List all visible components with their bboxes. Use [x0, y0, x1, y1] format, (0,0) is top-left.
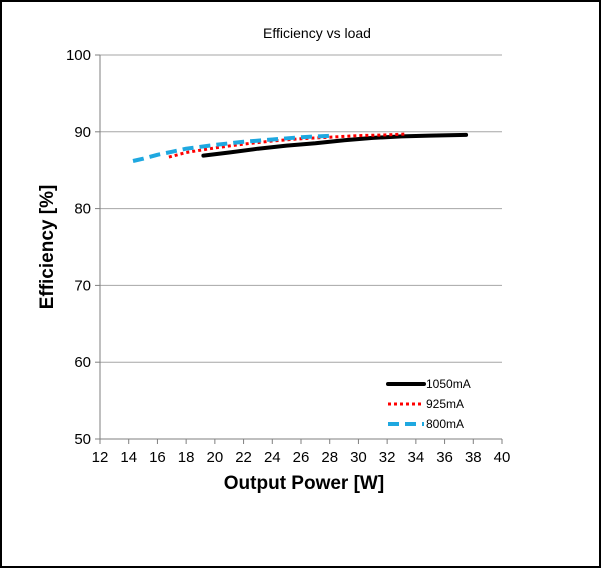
series-lines [132, 132, 469, 163]
y-tick-label: 90 [74, 124, 91, 141]
y-tick-labels: 50 60 70 80 90 100 [66, 47, 100, 448]
series-line-925mA [168, 132, 405, 159]
plot-area [100, 55, 502, 439]
x-tick-label: 14 [120, 449, 137, 466]
x-tick-label: 12 [92, 449, 109, 466]
x-tick-label: 34 [408, 449, 425, 466]
x-tick-label: 28 [321, 449, 338, 466]
x-tick-label: 38 [465, 449, 482, 466]
x-tick-label: 40 [494, 449, 511, 466]
y-tick-label: 50 [74, 431, 91, 448]
x-tick-label: 16 [149, 449, 166, 466]
legend-label: 925mA [426, 397, 464, 411]
x-tick-label: 24 [264, 449, 281, 466]
series-line-1050mA [201, 132, 469, 158]
legend-label: 1050mA [426, 377, 471, 391]
x-tick-label: 32 [379, 449, 396, 466]
x-tick-label: 26 [293, 449, 310, 466]
x-tick-labels: 12 14 16 18 20 22 24 26 28 30 32 34 36 38 40 [92, 439, 511, 466]
x-tick-label: 20 [207, 449, 224, 466]
x-tick-label: 18 [178, 449, 195, 466]
y-tick-label: 100 [66, 47, 91, 64]
x-tick-label: 22 [235, 449, 252, 466]
legend: 1050mA 925mA 800mA [386, 377, 471, 431]
y-tick-label: 60 [74, 354, 91, 371]
y-tick-label: 70 [74, 277, 91, 294]
x-axis-title: Output Power [W] [224, 473, 384, 494]
y-axis-title: Efficiency [%] [37, 185, 58, 310]
series-line-800mA [132, 133, 335, 163]
x-tick-label: 36 [436, 449, 453, 466]
legend-label: 800mA [426, 417, 464, 431]
y-tick-label: 80 [74, 201, 91, 218]
chart-title: Efficiency vs load [263, 25, 371, 41]
x-tick-label: 30 [350, 449, 367, 466]
gridlines [100, 54, 502, 363]
